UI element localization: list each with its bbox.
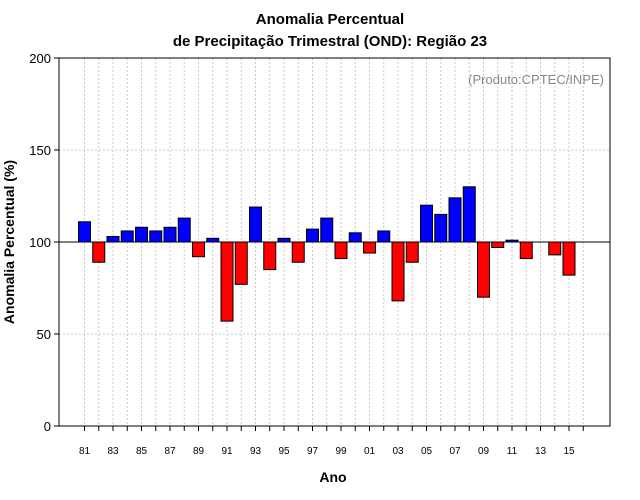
x-tick-label: 05 bbox=[421, 446, 433, 457]
product-credit: (Produto:CPTEC/INPE) bbox=[468, 72, 604, 87]
bar-1985 bbox=[135, 226, 148, 243]
bar-1994 bbox=[263, 241, 277, 271]
x-tick-label: 15 bbox=[563, 446, 575, 457]
x-axis-label: Ano bbox=[319, 469, 346, 485]
bars bbox=[78, 186, 576, 322]
y-tick-label: 100 bbox=[29, 235, 51, 250]
y-tick-label: 150 bbox=[29, 143, 51, 158]
x-tick-label: 87 bbox=[164, 446, 176, 457]
y-axis: 0 50 100 150 200 bbox=[29, 51, 59, 434]
bar-2012 bbox=[519, 241, 533, 260]
bar-1984 bbox=[120, 230, 134, 243]
x-axis: 81 83 85 87 89 91 93 95 97 99 01 03 05 07 09 11 13 15 bbox=[79, 426, 584, 457]
y-axis-label: Anomalia Percentual (%) bbox=[1, 160, 17, 324]
x-tick-label: 93 bbox=[250, 446, 262, 457]
bar-1993 bbox=[249, 206, 262, 243]
bar-2014 bbox=[548, 241, 562, 256]
bar-2006 bbox=[434, 213, 448, 243]
bar-1987 bbox=[163, 226, 177, 243]
bar-2004 bbox=[405, 241, 419, 263]
bar-2008 bbox=[462, 186, 476, 243]
x-tick-label: 03 bbox=[392, 446, 404, 457]
x-tick-label: 13 bbox=[535, 446, 547, 457]
bar-1981 bbox=[78, 221, 91, 243]
bar-2010 bbox=[491, 241, 505, 249]
bar-1986 bbox=[149, 230, 163, 243]
bar-2000 bbox=[348, 232, 362, 243]
y-tick-label: 200 bbox=[29, 51, 51, 66]
x-tick-label: 91 bbox=[221, 446, 233, 457]
bar-2003 bbox=[391, 241, 405, 302]
chart-title: Anomalia Percentual bbox=[256, 11, 404, 28]
bar-2009 bbox=[477, 241, 490, 298]
x-tick-label: 89 bbox=[193, 446, 205, 457]
y-tick-label: 0 bbox=[44, 419, 51, 434]
bar-2002 bbox=[377, 230, 391, 243]
x-tick-label: 99 bbox=[335, 446, 347, 457]
bar-1989 bbox=[192, 241, 205, 258]
bar-1990 bbox=[206, 237, 220, 243]
bar-1997 bbox=[306, 228, 319, 243]
y-tick-label: 50 bbox=[37, 327, 51, 342]
chart-subtitle: de Precipitação Trimestral (OND): Região… bbox=[173, 33, 487, 50]
x-tick-label: 97 bbox=[307, 446, 319, 457]
bar-2005 bbox=[420, 204, 433, 243]
bar-1999 bbox=[334, 241, 348, 260]
bar-1991 bbox=[220, 241, 234, 322]
x-tick-label: 01 bbox=[364, 446, 376, 457]
bar-2001 bbox=[363, 241, 376, 254]
bar-1982 bbox=[92, 241, 106, 263]
bar-1992 bbox=[234, 241, 248, 285]
bar-1998 bbox=[320, 217, 334, 243]
x-tick-label: 11 bbox=[507, 446, 518, 457]
x-tick-label: 95 bbox=[278, 446, 290, 457]
x-tick-label: 09 bbox=[478, 446, 490, 457]
bar-1988 bbox=[177, 217, 191, 243]
x-tick-label: 83 bbox=[107, 446, 119, 457]
bar-1996 bbox=[291, 241, 305, 263]
bar-2015 bbox=[562, 241, 576, 276]
x-tick-label: 07 bbox=[449, 446, 461, 457]
x-tick-label: 81 bbox=[79, 446, 91, 457]
bar-1995 bbox=[277, 237, 291, 243]
bar-1983 bbox=[106, 235, 120, 243]
bar-2007 bbox=[448, 197, 462, 243]
x-tick-label: 85 bbox=[136, 446, 148, 457]
